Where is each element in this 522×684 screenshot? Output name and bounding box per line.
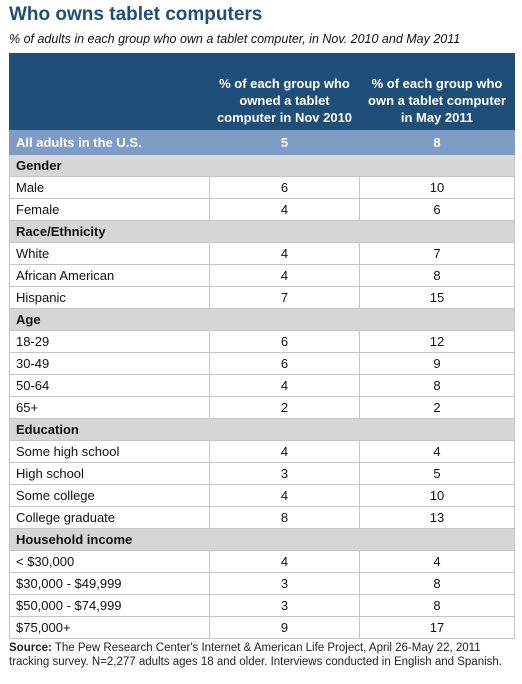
cell-value-nov-2010: 4 [209, 440, 360, 463]
row-label: 30-49 [9, 352, 210, 375]
data-table: % of each group who owned a tablet compu… [9, 53, 515, 639]
table-row: Hispanic 7 15 [9, 286, 515, 309]
table-row: $75,000+ 9 17 [9, 616, 515, 639]
cell-value-nov-2010: 9 [209, 616, 360, 639]
cell-value-may-2011: 8 [359, 374, 515, 397]
cell-value-may-2011: 8 [359, 264, 515, 287]
cell-value-may-2011: 6 [359, 198, 515, 221]
table-row: College graduate 8 13 [9, 506, 515, 529]
cell-value-nov-2010: 4 [209, 484, 360, 507]
row-label: $30,000 - $49,999 [9, 572, 210, 595]
table-row: 18-29 6 12 [9, 330, 515, 353]
cell-value-nov-2010: 3 [209, 572, 360, 595]
header-row: % of each group who owned a tablet compu… [9, 53, 515, 130]
table-row: High school 3 5 [9, 462, 515, 485]
cell-value-may-2011: 7 [359, 242, 515, 265]
cell-value-nov-2010: 6 [209, 352, 360, 375]
section-row: Gender [9, 154, 515, 177]
section-label: Gender [9, 154, 515, 177]
row-label: Some high school [9, 440, 210, 463]
table-row: 50-64 4 8 [9, 374, 515, 397]
cell-value-may-2011: 5 [359, 462, 515, 485]
cell-value-nov-2010: 4 [209, 264, 360, 287]
cell-value-nov-2010: 2 [209, 396, 360, 419]
cell-value-nov-2010: 4 [209, 242, 360, 265]
column-header-nov-2010: % of each group who owned a tablet compu… [209, 53, 360, 130]
table-row: African American 4 8 [9, 264, 515, 287]
cell-value-nov-2010: 6 [209, 330, 360, 353]
table-row: $50,000 - $74,999 3 8 [9, 594, 515, 617]
row-label: White [9, 242, 210, 265]
cell-value-may-2011: 4 [359, 550, 515, 573]
row-label: Some college [9, 484, 210, 507]
table-row: 65+ 2 2 [9, 396, 515, 419]
section-row: Race/Ethnicity [9, 220, 515, 243]
total-row: All adults in the U.S. 5 8 [9, 129, 515, 155]
cell-value-nov-2010: 6 [209, 176, 360, 199]
chart-subtitle: % of adults in each group who own a tabl… [9, 32, 461, 46]
cell-value-nov-2010: 7 [209, 286, 360, 309]
row-label: 18-29 [9, 330, 210, 353]
cell-value-nov-2010: 4 [209, 198, 360, 221]
cell-value-nov-2010: 3 [209, 462, 360, 485]
row-label: $75,000+ [9, 616, 210, 639]
table-row: 30-49 6 9 [9, 352, 515, 375]
section-label: Age [9, 308, 515, 331]
row-label: < $30,000 [9, 550, 210, 573]
source-note: Source: The Pew Research Center's Intern… [9, 641, 509, 669]
row-label: African American [9, 264, 210, 287]
row-label: Male [9, 176, 210, 199]
row-label: Female [9, 198, 210, 221]
header-corner [9, 53, 210, 130]
cell-value-may-2011: 12 [359, 330, 515, 353]
row-label: High school [9, 462, 210, 485]
column-header-may-2011: % of each group who own a tablet compute… [359, 53, 515, 130]
cell-value-may-2011: 8 [359, 594, 515, 617]
table-row: $30,000 - $49,999 3 8 [9, 572, 515, 595]
chart-title: Who owns tablet computers [9, 4, 263, 25]
table-row: < $30,000 4 4 [9, 550, 515, 573]
row-label: College graduate [9, 506, 210, 529]
cell-value-may-2011: 17 [359, 616, 515, 639]
row-label: 50-64 [9, 374, 210, 397]
source-label: Source: [9, 642, 52, 654]
cell-value-nov-2010: 3 [209, 594, 360, 617]
table-row: Female 4 6 [9, 198, 515, 221]
cell-value-nov-2010: 8 [209, 506, 360, 529]
source-text: The Pew Research Center's Internet & Ame… [9, 642, 502, 668]
cell-value-may-2011: 13 [359, 506, 515, 529]
section-label: Race/Ethnicity [9, 220, 515, 243]
cell-value-may-2011: 15 [359, 286, 515, 309]
section-row: Education [9, 418, 515, 441]
table-row: White 4 7 [9, 242, 515, 265]
cell-value-may-2011: 10 [359, 176, 515, 199]
table-body: All adults in the U.S. 5 8 Gender Male 6 10… [9, 129, 515, 639]
row-label: 65+ [9, 396, 210, 419]
cell-value-nov-2010: 4 [209, 550, 360, 573]
section-row: Household income [9, 528, 515, 551]
table-row: Some college 4 10 [9, 484, 515, 507]
total-value-nov-2010: 5 [209, 129, 360, 155]
cell-value-may-2011: 10 [359, 484, 515, 507]
table-row: Male 6 10 [9, 176, 515, 199]
cell-value-nov-2010: 4 [209, 374, 360, 397]
total-value-may-2011: 8 [359, 129, 515, 155]
cell-value-may-2011: 2 [359, 396, 515, 419]
row-label: $50,000 - $74,999 [9, 594, 210, 617]
cell-value-may-2011: 9 [359, 352, 515, 375]
section-label: Education [9, 418, 515, 441]
section-label: Household income [9, 528, 515, 551]
table-row: Some high school 4 4 [9, 440, 515, 463]
cell-value-may-2011: 8 [359, 572, 515, 595]
cell-value-may-2011: 4 [359, 440, 515, 463]
section-row: Age [9, 308, 515, 331]
row-label: Hispanic [9, 286, 210, 309]
total-label: All adults in the U.S. [9, 129, 210, 155]
